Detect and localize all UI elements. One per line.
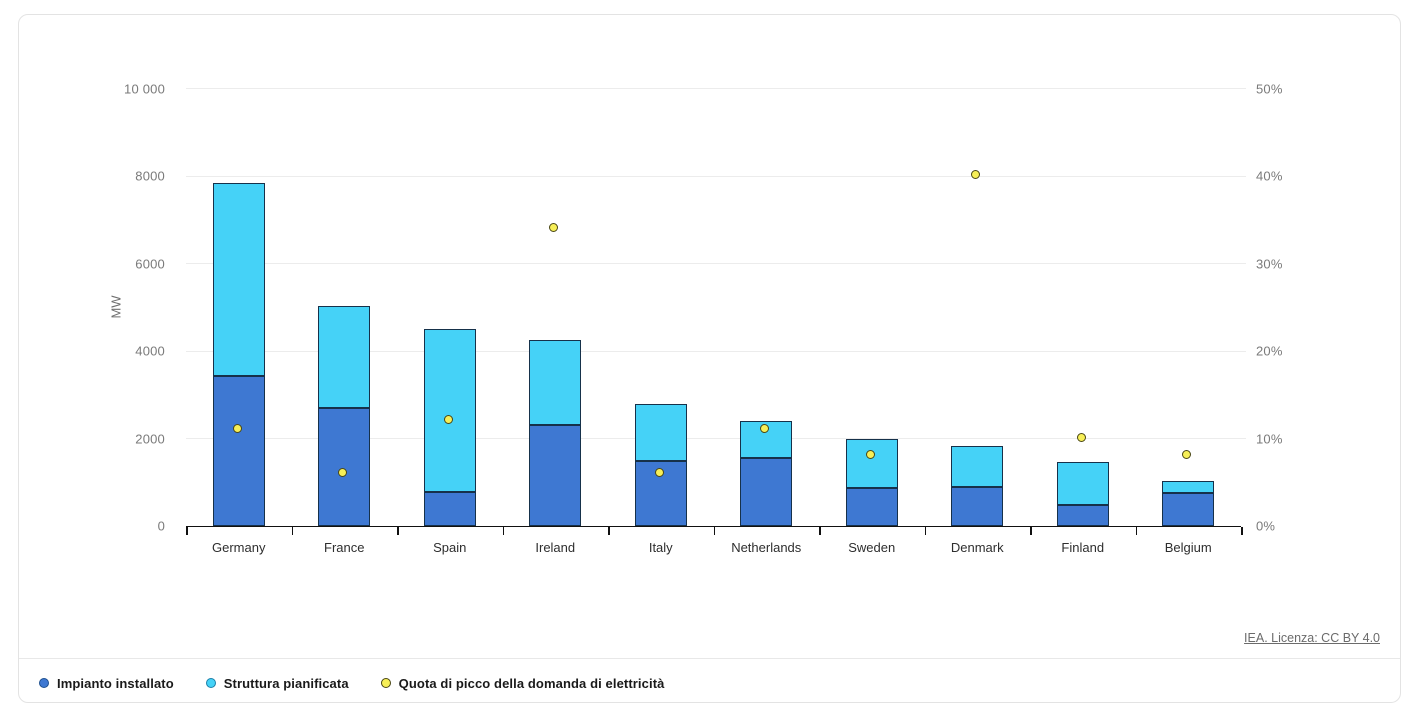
x-axis-tick bbox=[924, 527, 926, 535]
bar-spain-planned[interactable] bbox=[423, 329, 476, 493]
dot-finland-peak-demand-share[interactable] bbox=[1076, 432, 1086, 442]
gridline bbox=[186, 350, 1246, 352]
legend-marker-icon-installed bbox=[39, 678, 49, 688]
bar-finland-installed[interactable] bbox=[1056, 505, 1109, 526]
y-axis-title-mw: MW bbox=[108, 295, 124, 319]
legend-label-planned: Struttura pianificata bbox=[223, 675, 349, 691]
x-axis-tick bbox=[186, 527, 188, 535]
gridline bbox=[186, 175, 1246, 177]
y-axis-left-tick-label: 10 000 bbox=[124, 81, 165, 96]
x-axis-label-sweden: Sweden bbox=[848, 540, 896, 555]
dot-spain-peak-demand-share[interactable] bbox=[443, 415, 453, 424]
x-axis-label-ireland: Ireland bbox=[535, 540, 576, 555]
legend-item-planned[interactable]: Struttura pianificata bbox=[205, 675, 349, 691]
chart-card: 0 0% 2000 10% 4000 20% 6000 30% 8000 40% 10 000 50%… bbox=[18, 14, 1401, 703]
x-axis-label-belgium: Belgium bbox=[1164, 540, 1212, 555]
x-axis-label-spain: Spain bbox=[433, 540, 467, 555]
legend-label-peak-demand-share: Quota di picco della domanda di elettric… bbox=[398, 675, 665, 691]
y-axis-left-tick-label: 6000 bbox=[135, 256, 165, 271]
y-axis-left-tick-label: 8000 bbox=[135, 168, 165, 184]
bar-sweden-planned[interactable] bbox=[845, 438, 898, 489]
x-axis-label-germany: Germany bbox=[212, 540, 266, 555]
y-axis-left-tick-label: 2000 bbox=[135, 431, 165, 446]
y-axis-right-tick-label: 10% bbox=[1256, 431, 1283, 446]
x-axis-tick bbox=[1241, 527, 1243, 535]
legend: Impianto installato Struttura pianificata… bbox=[39, 670, 1380, 696]
y-axis-right-tick-label: 30% bbox=[1256, 256, 1283, 271]
dot-denmark-peak-demand-share[interactable] bbox=[971, 170, 981, 179]
bar-france-planned[interactable] bbox=[318, 305, 371, 409]
y-axis-left-tick-label: 4000 bbox=[135, 343, 165, 359]
bar-belgium-planned[interactable] bbox=[1162, 480, 1215, 494]
legend-divider bbox=[19, 658, 1400, 659]
y-axis-right-tick-label: 0% bbox=[1256, 518, 1276, 534]
x-axis-label-finland: Finland bbox=[1061, 540, 1105, 555]
x-axis-tick bbox=[502, 527, 504, 535]
dot-ireland-peak-demand-share[interactable] bbox=[549, 222, 559, 232]
bar-france-installed[interactable] bbox=[318, 408, 371, 526]
x-axis-label-denmark: Denmark bbox=[950, 540, 1004, 555]
bar-ireland-installed[interactable] bbox=[529, 425, 582, 526]
x-axis-tick bbox=[1030, 527, 1032, 535]
x-axis-tick bbox=[713, 527, 715, 535]
legend-label-installed: Impianto installato bbox=[57, 675, 174, 691]
bar-germany-installed[interactable] bbox=[212, 375, 265, 526]
gridline bbox=[186, 438, 1246, 439]
legend-item-installed[interactable]: Impianto installato bbox=[39, 676, 174, 691]
dot-italy-peak-demand-share[interactable] bbox=[654, 467, 664, 477]
bar-denmark-installed[interactable] bbox=[951, 486, 1004, 526]
dot-germany-peak-demand-share[interactable] bbox=[232, 423, 242, 433]
gridline bbox=[186, 88, 1246, 89]
plot-area: 0 0% 2000 10% 4000 20% 6000 30% 8000 40% 10 000 50%… bbox=[19, 15, 1400, 658]
legend-marker-icon-planned bbox=[205, 678, 216, 688]
dot-belgium-peak-demand-share[interactable] bbox=[1182, 450, 1192, 459]
bar-netherlands-installed[interactable] bbox=[740, 457, 793, 526]
dot-sweden-peak-demand-share[interactable] bbox=[865, 450, 875, 459]
x-axis-label-netherlands: Netherlands bbox=[731, 540, 802, 555]
attribution-link[interactable]: IEA. Licenza: CC BY 4.0 bbox=[1244, 631, 1380, 645]
x-axis-label-france: France bbox=[324, 540, 365, 555]
bar-sweden-installed[interactable] bbox=[845, 488, 898, 526]
bar-denmark-planned[interactable] bbox=[951, 445, 1004, 487]
x-axis-label-italy: Italy bbox=[648, 540, 673, 555]
dot-netherlands-peak-demand-share[interactable] bbox=[760, 423, 770, 433]
gridline bbox=[186, 263, 1246, 264]
bar-ireland-planned[interactable] bbox=[529, 339, 582, 426]
bar-finland-planned[interactable] bbox=[1056, 462, 1109, 506]
x-axis-tick bbox=[291, 527, 293, 535]
x-axis-line bbox=[186, 526, 1241, 527]
x-axis-tick bbox=[397, 527, 399, 535]
bar-germany-planned[interactable] bbox=[212, 182, 265, 376]
y-axis-right-tick-label: 50% bbox=[1256, 81, 1283, 96]
x-axis-tick bbox=[1135, 527, 1137, 535]
legend-item-peak-demand-share[interactable]: Quota di picco della domanda di elettric… bbox=[380, 675, 665, 691]
bar-italy-planned[interactable] bbox=[634, 403, 687, 462]
y-axis-right-tick-label: 40% bbox=[1256, 168, 1283, 184]
x-axis-tick bbox=[819, 527, 821, 535]
bar-belgium-installed[interactable] bbox=[1162, 493, 1215, 526]
x-axis-tick bbox=[608, 527, 610, 535]
legend-marker-icon-peak-demand-share bbox=[380, 678, 391, 688]
bar-spain-installed[interactable] bbox=[423, 492, 476, 526]
dot-france-peak-demand-share[interactable] bbox=[338, 467, 348, 477]
y-axis-right-tick-label: 20% bbox=[1256, 343, 1283, 359]
y-axis-left-tick-label: 0 bbox=[157, 518, 165, 534]
